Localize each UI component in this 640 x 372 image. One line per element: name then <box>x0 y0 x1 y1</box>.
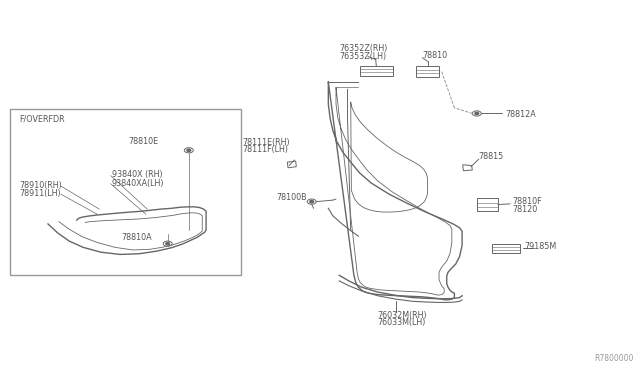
Text: 93840X (RH): 93840X (RH) <box>112 170 163 179</box>
Circle shape <box>310 201 314 203</box>
Text: F/OVERFDR: F/OVERFDR <box>19 115 65 124</box>
Text: 78815: 78815 <box>479 153 504 161</box>
Circle shape <box>166 243 170 245</box>
Bar <box>10 109 241 275</box>
Circle shape <box>472 111 481 116</box>
Circle shape <box>187 149 191 151</box>
Text: 78910(RH): 78910(RH) <box>19 181 62 190</box>
Text: 93840XA(LH): 93840XA(LH) <box>112 179 164 187</box>
Bar <box>477 198 498 211</box>
Text: R7800000: R7800000 <box>594 354 634 363</box>
Text: 76352Z(RH): 76352Z(RH) <box>339 44 388 53</box>
Text: 76033M(LH): 76033M(LH) <box>378 318 426 327</box>
Text: 76353Z(LH): 76353Z(LH) <box>339 52 387 61</box>
Text: 78812A: 78812A <box>506 110 536 119</box>
Text: 78120: 78120 <box>512 205 537 214</box>
Text: 79185M: 79185M <box>525 242 557 251</box>
Text: 76032M(RH): 76032M(RH) <box>378 311 428 320</box>
Text: 78111E(RH): 78111E(RH) <box>242 138 289 147</box>
Circle shape <box>475 112 479 115</box>
Bar <box>492 244 520 253</box>
Text: 78911(LH): 78911(LH) <box>19 189 61 198</box>
Bar <box>416 66 439 77</box>
Text: 78810: 78810 <box>422 51 447 60</box>
Text: 78810E: 78810E <box>128 137 158 146</box>
Bar <box>360 66 393 76</box>
Text: 78810F: 78810F <box>512 197 541 206</box>
Text: 78810A: 78810A <box>122 233 152 242</box>
Text: 78111F(LH): 78111F(LH) <box>242 145 288 154</box>
Text: 78100B: 78100B <box>276 193 307 202</box>
